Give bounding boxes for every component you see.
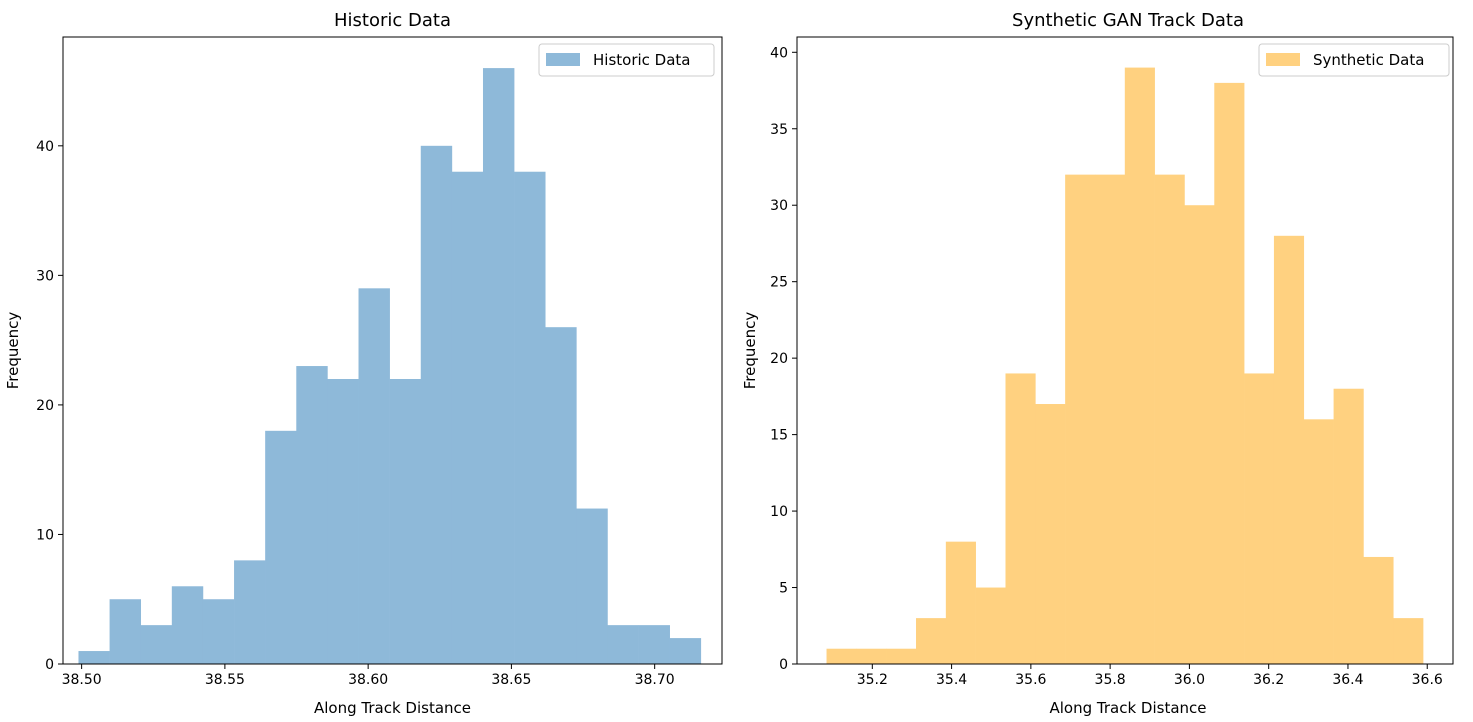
synthetic-bar [1273,235,1305,664]
synthetic-x-tick-label: 35.4 [936,672,967,688]
historic-legend-box [538,43,715,77]
historic-x-ticks: 38.50 38.55 38.60 38.65 38.70 [62,664,675,688]
synthetic-bars [826,67,1424,664]
synthetic-bar [1035,404,1066,664]
synthetic-x-tick-label: 36.4 [1332,672,1363,688]
historic-legend-label: Historic Data [593,51,691,69]
historic-bar [607,625,639,664]
historic-bar [576,508,608,664]
synthetic-x-tick-label: 36.0 [1174,672,1205,688]
historic-y-tick-label: 30 [36,268,54,284]
historic-bar [78,651,110,664]
synthetic-bar [1005,373,1036,664]
historic-y-tick-label: 0 [45,657,54,673]
synthetic-plot-frame [796,36,1454,665]
historic-bar [296,366,328,664]
historic-x-tick-label: 38.60 [348,672,388,688]
historic-y-tick-label: 40 [36,139,54,155]
synthetic-legend-swatch [1266,53,1300,66]
historic-x-axis-label: Along Track Distance [314,699,471,717]
historic-panel: 38.50 38.55 38.60 38.65 38.70 0 10 20 30 40 Hist… [4,10,723,717]
synthetic-bar [916,618,947,664]
historic-bars [78,68,702,664]
synthetic-y-tick-label: 20 [770,351,788,367]
historic-bar [451,171,484,664]
synthetic-x-ticks: 35.2 35.4 35.6 35.8 36.0 36.2 36.4 36.6 [857,664,1443,688]
synthetic-legend-box [1258,43,1450,77]
historic-bar [234,560,266,664]
historic-legend: Historic Data [538,43,715,77]
historic-bar [545,327,577,664]
synthetic-x-tick-label: 36.6 [1412,672,1443,688]
synthetic-y-tick-label: 0 [779,657,788,673]
historic-chart-title: Historic Data [334,10,451,31]
historic-bar [171,586,204,664]
historic-bar [669,638,702,664]
historic-bar [514,171,546,664]
synthetic-x-tick-label: 35.2 [857,672,888,688]
synthetic-bar [886,648,917,664]
synthetic-x-tick-label: 35.8 [1095,672,1126,688]
historic-x-tick-label: 38.70 [635,672,675,688]
historic-bar [140,625,173,664]
synthetic-bar [1214,82,1245,664]
synthetic-y-ticks: 0 5 10 15 20 25 30 35 40 [770,45,797,673]
historic-y-axis-label: Frequency [4,312,22,390]
synthetic-bar [1065,174,1096,664]
historic-y-tick-label: 20 [36,398,54,414]
historic-x-tick-label: 38.55 [205,672,245,688]
historic-bar [265,430,297,664]
synthetic-y-tick-label: 25 [770,275,788,291]
synthetic-y-tick-label: 35 [770,122,788,138]
synthetic-y-axis-label: Frequency [741,312,759,390]
synthetic-bar [1094,174,1126,664]
synthetic-legend: Synthetic Data [1258,43,1450,77]
synthetic-y-tick-label: 5 [779,581,788,597]
synthetic-bar [1393,618,1424,664]
historic-bar [420,145,453,664]
historic-bar [202,599,235,664]
synthetic-bar [826,648,857,664]
synthetic-panel: 35.2 35.4 35.6 35.8 36.0 36.2 36.4 36.6 0 5 10 15 2… [741,10,1454,717]
synthetic-bar [1124,67,1155,664]
historic-bar [109,599,142,664]
synthetic-legend-label: Synthetic Data [1313,51,1424,69]
synthetic-x-axis-label: Along Track Distance [1049,699,1206,717]
historic-x-tick-label: 38.65 [491,672,531,688]
historic-bar [327,379,359,664]
synthetic-y-tick-label: 15 [770,428,788,444]
synthetic-bar [856,648,887,664]
historic-bar [638,625,670,664]
historic-y-tick-label: 10 [36,527,54,543]
historic-bar [389,379,422,664]
synthetic-bar [975,587,1006,664]
synthetic-x-tick-label: 36.2 [1253,672,1284,688]
synthetic-bar [1184,205,1215,664]
historic-bar [358,288,390,664]
synthetic-bar [1154,174,1185,664]
historic-legend-swatch [546,53,580,66]
historic-plot-frame [62,36,723,665]
synthetic-x-tick-label: 35.6 [1015,672,1046,688]
historic-y-ticks: 0 10 20 30 40 [36,139,63,673]
synthetic-bar [1363,556,1394,664]
historic-x-tick-label: 38.50 [62,672,102,688]
synthetic-bar [945,541,976,664]
synthetic-y-tick-label: 40 [770,45,788,61]
synthetic-bar [1333,388,1364,664]
synthetic-y-tick-label: 10 [770,504,788,520]
historic-bar [482,68,515,664]
synthetic-y-tick-label: 30 [770,198,788,214]
synthetic-bar [1244,373,1275,664]
synthetic-chart-title: Synthetic GAN Track Data [1012,10,1244,31]
synthetic-bar [1303,419,1334,664]
